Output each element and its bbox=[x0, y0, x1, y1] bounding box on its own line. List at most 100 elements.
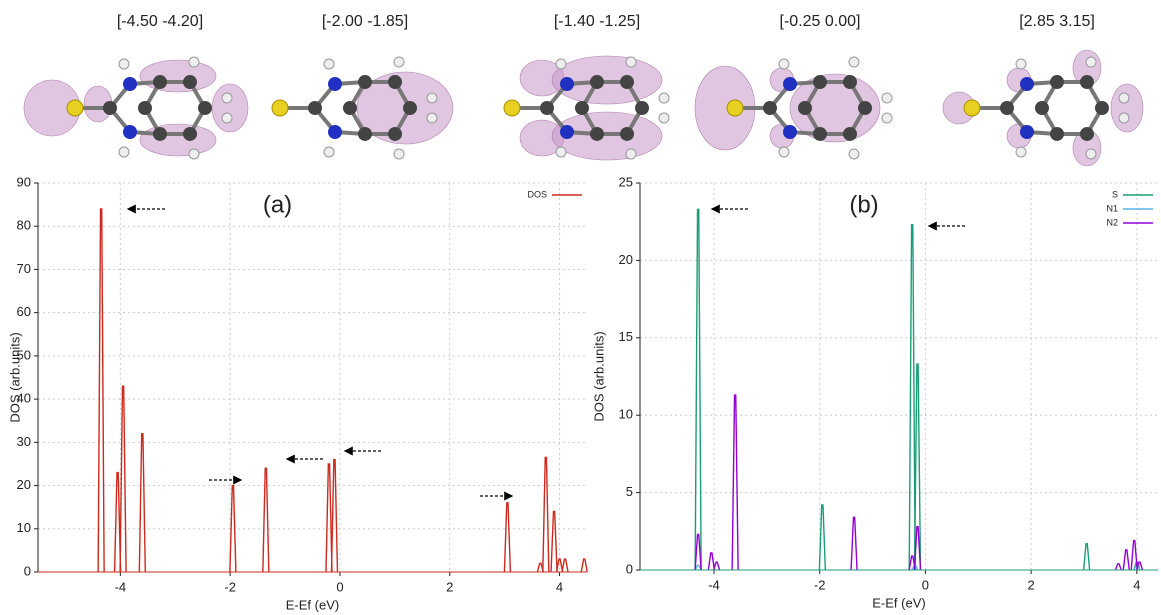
atom-n bbox=[328, 77, 342, 91]
y-tick-label: 70 bbox=[17, 261, 31, 276]
atom-c bbox=[620, 75, 634, 89]
peak bbox=[98, 209, 104, 572]
atom-h bbox=[1119, 93, 1129, 103]
x-tick-label: 0 bbox=[922, 577, 929, 592]
atom-c bbox=[1035, 101, 1049, 115]
x-tick-label: 4 bbox=[556, 579, 563, 594]
atom-c bbox=[1095, 101, 1109, 115]
atom-c bbox=[183, 75, 197, 89]
atom-h bbox=[189, 57, 199, 67]
atom-c bbox=[813, 127, 827, 141]
y-tick-label: 5 bbox=[626, 484, 633, 499]
atom-h bbox=[394, 149, 404, 159]
orbital-lobe bbox=[140, 124, 216, 156]
atom-h bbox=[1119, 113, 1129, 123]
atom-n bbox=[328, 125, 342, 139]
peak bbox=[331, 460, 337, 572]
atom-c bbox=[388, 75, 402, 89]
atom-h bbox=[427, 93, 437, 103]
x-tick-label: -2 bbox=[814, 577, 826, 592]
atom-h bbox=[222, 113, 232, 123]
atom-c bbox=[540, 101, 554, 115]
atom-c bbox=[763, 101, 777, 115]
atom-h bbox=[626, 149, 636, 159]
peak bbox=[915, 364, 921, 570]
atom-c bbox=[138, 101, 152, 115]
atom-c bbox=[403, 101, 417, 115]
figure: [-4.50 -4.20][-2.00 -1.85][-1.40 -1.25][… bbox=[0, 0, 1161, 615]
x-tick-label: -2 bbox=[224, 579, 236, 594]
legend-label: N2 bbox=[1106, 217, 1118, 227]
atom-c bbox=[1050, 75, 1064, 89]
peak bbox=[909, 225, 915, 570]
molecule-label: [-0.25 0.00] bbox=[780, 13, 861, 30]
atom-h bbox=[119, 59, 129, 69]
molecule-label: [-4.50 -4.20] bbox=[117, 13, 203, 30]
atom-c bbox=[858, 101, 872, 115]
peak bbox=[120, 386, 126, 572]
atom-s bbox=[67, 100, 83, 116]
peak bbox=[230, 486, 236, 572]
y-axis-label: DOS (arb.units) bbox=[591, 331, 606, 421]
atom-c bbox=[358, 127, 372, 141]
peak bbox=[263, 468, 269, 572]
atom-n bbox=[783, 125, 797, 139]
atom-s bbox=[727, 100, 743, 116]
y-tick-label: 60 bbox=[17, 304, 31, 319]
peak bbox=[581, 559, 587, 572]
atom-h bbox=[394, 57, 404, 67]
atom-c bbox=[620, 127, 634, 141]
peak bbox=[1123, 550, 1129, 570]
atom-h bbox=[1016, 59, 1026, 69]
atom-h bbox=[1016, 147, 1026, 157]
atom-n bbox=[1020, 125, 1034, 139]
peak bbox=[326, 464, 332, 572]
x-tick-label: -4 bbox=[115, 579, 127, 594]
atom-h bbox=[189, 149, 199, 159]
atom-c bbox=[843, 127, 857, 141]
atom-n bbox=[1020, 77, 1034, 91]
atom-c bbox=[308, 101, 322, 115]
x-tick-label: 2 bbox=[446, 579, 453, 594]
peak bbox=[551, 511, 557, 572]
atom-h bbox=[659, 93, 669, 103]
molecule bbox=[943, 50, 1143, 166]
atom-h bbox=[849, 149, 859, 159]
x-tick-label: -4 bbox=[708, 577, 720, 592]
atom-h bbox=[1086, 149, 1096, 159]
legend-label: DOS bbox=[527, 189, 547, 199]
y-tick-label: 30 bbox=[17, 434, 31, 449]
x-axis-label: E-Ef (eV) bbox=[286, 597, 339, 612]
molecule bbox=[695, 57, 892, 159]
atom-h bbox=[779, 147, 789, 157]
atom-h bbox=[882, 93, 892, 103]
atom-c bbox=[153, 127, 167, 141]
atom-h bbox=[659, 113, 669, 123]
atom-h bbox=[324, 147, 334, 157]
y-tick-label: 15 bbox=[619, 329, 633, 344]
atom-s bbox=[504, 100, 520, 116]
legend-label: N1 bbox=[1106, 203, 1118, 213]
y-tick-label: 0 bbox=[626, 561, 633, 576]
atom-h bbox=[222, 93, 232, 103]
y-tick-label: 20 bbox=[17, 477, 31, 492]
y-axis-label: DOS (arb.units) bbox=[7, 332, 22, 422]
y-tick-label: 25 bbox=[619, 174, 633, 189]
atom-c bbox=[590, 127, 604, 141]
atom-c bbox=[575, 101, 589, 115]
y-tick-label: 80 bbox=[17, 218, 31, 233]
peak bbox=[695, 209, 701, 570]
atom-h bbox=[882, 113, 892, 123]
atom-n bbox=[560, 125, 574, 139]
atom-h bbox=[556, 59, 566, 69]
y-tick-label: 20 bbox=[619, 252, 633, 267]
peak bbox=[139, 434, 145, 572]
molecule bbox=[504, 56, 669, 160]
legend-label: S bbox=[1112, 189, 1118, 199]
atom-c bbox=[813, 75, 827, 89]
y-tick-label: 10 bbox=[619, 407, 633, 422]
atom-n bbox=[123, 77, 137, 91]
x-axis-label: E-Ef (eV) bbox=[872, 595, 925, 610]
x-tick-label: 2 bbox=[1028, 577, 1035, 592]
atom-c bbox=[183, 127, 197, 141]
